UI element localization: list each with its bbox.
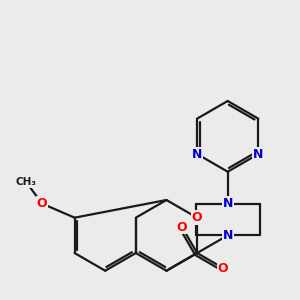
Text: CH₃: CH₃ <box>16 177 37 187</box>
Text: N: N <box>223 229 233 242</box>
Text: N: N <box>253 148 263 160</box>
Text: N: N <box>192 148 202 160</box>
Text: O: O <box>177 220 188 233</box>
Text: O: O <box>218 262 228 275</box>
Text: O: O <box>192 211 203 224</box>
Text: N: N <box>223 197 233 210</box>
Text: O: O <box>37 197 47 210</box>
